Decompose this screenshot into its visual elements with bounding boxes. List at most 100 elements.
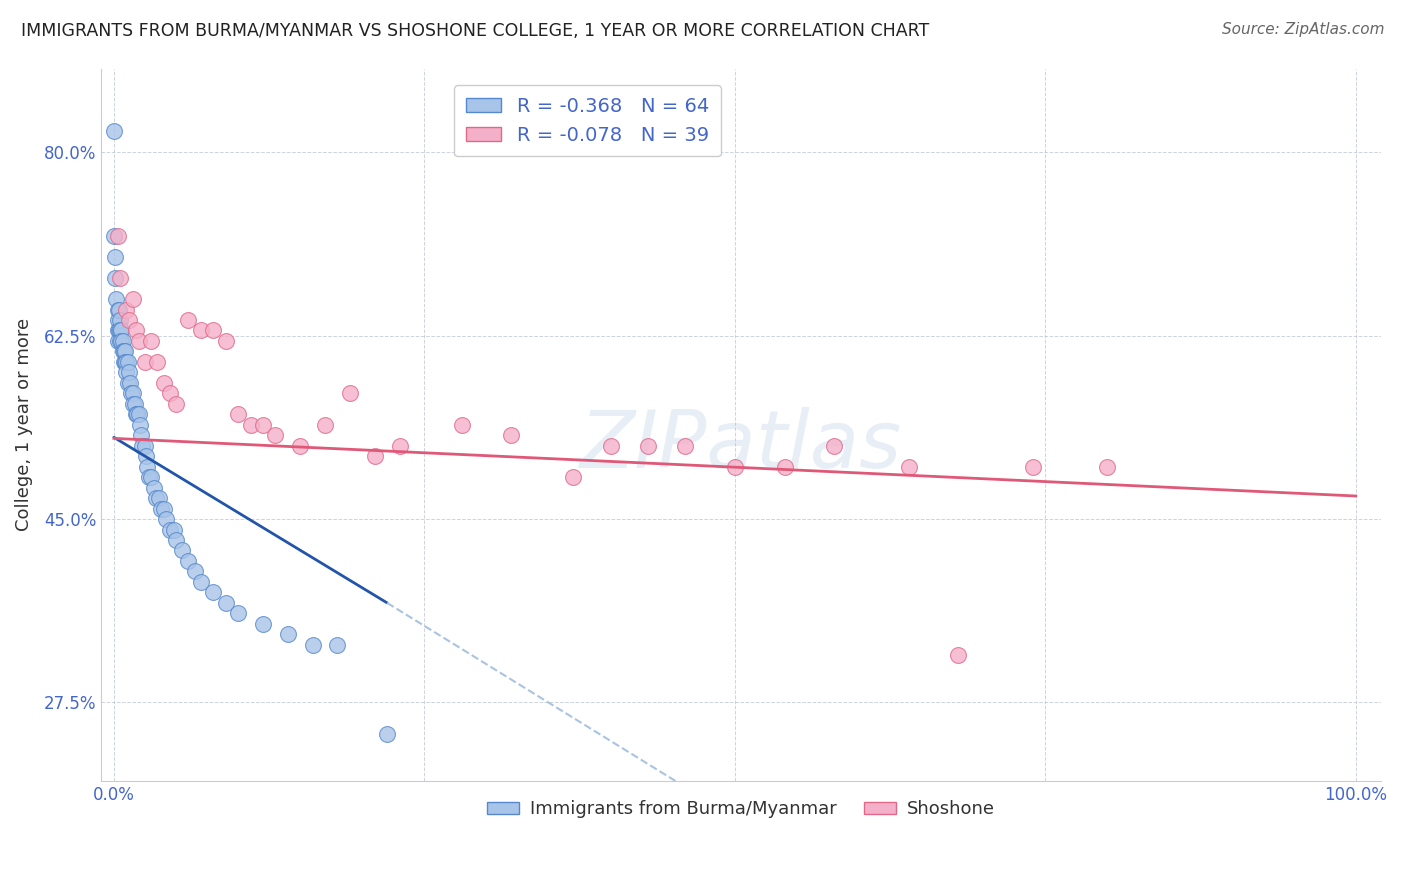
Point (673, 439, 696, 453)
Point (104, 271, 127, 285)
Point (226, 407, 249, 421)
Point (121, 397, 143, 411)
Point (1097, 459, 1119, 474)
Point (215, 334, 238, 348)
Point (226, 607, 249, 621)
Point (115, 355, 138, 369)
Point (637, 439, 659, 453)
Point (118, 313, 141, 327)
Point (107, 313, 129, 327)
Point (897, 459, 920, 474)
Point (114, 355, 136, 369)
Point (375, 727, 398, 741)
Point (134, 439, 156, 453)
Point (141, 334, 163, 348)
Point (112, 344, 135, 359)
Point (162, 523, 184, 537)
Point (202, 323, 225, 337)
Point (239, 417, 262, 432)
Point (129, 428, 152, 442)
Point (127, 407, 149, 421)
Point (190, 323, 212, 337)
Legend: Immigrants from Burma/Myanmar, Shoshone: Immigrants from Burma/Myanmar, Shoshone (479, 793, 1002, 825)
Y-axis label: College, 1 year or more: College, 1 year or more (15, 318, 32, 532)
Point (142, 481, 165, 495)
Point (108, 313, 131, 327)
Point (107, 229, 129, 244)
Point (159, 523, 181, 537)
Point (501, 428, 523, 442)
Point (104, 250, 127, 264)
Point (599, 439, 621, 453)
Point (155, 512, 177, 526)
Point (252, 616, 274, 631)
Point (103, 124, 125, 138)
Point (773, 459, 796, 474)
Point (129, 417, 152, 432)
Point (134, 355, 156, 369)
Point (165, 533, 187, 547)
Point (150, 501, 173, 516)
Text: ZIPatlas: ZIPatlas (581, 407, 903, 485)
Point (183, 565, 205, 579)
Point (138, 470, 160, 484)
Point (112, 355, 135, 369)
Point (117, 376, 139, 390)
Point (107, 302, 129, 317)
Point (118, 376, 141, 390)
Point (148, 491, 170, 505)
Point (118, 365, 141, 379)
Point (152, 501, 174, 516)
Point (145, 491, 167, 505)
Point (110, 334, 132, 348)
Point (159, 386, 181, 401)
Point (141, 470, 163, 484)
Point (117, 355, 139, 369)
Point (136, 459, 159, 474)
Point (108, 302, 131, 317)
Point (124, 397, 146, 411)
Point (108, 323, 131, 337)
Point (105, 292, 128, 306)
Point (314, 417, 336, 432)
Point (120, 386, 142, 401)
Point (125, 323, 148, 337)
Point (724, 459, 747, 474)
Point (165, 397, 187, 411)
Point (107, 323, 129, 337)
Point (108, 334, 131, 348)
Point (114, 344, 136, 359)
Point (301, 638, 323, 652)
Point (363, 449, 385, 463)
Point (146, 355, 169, 369)
Point (121, 386, 143, 401)
Point (125, 407, 148, 421)
Text: Source: ZipAtlas.com: Source: ZipAtlas.com (1222, 22, 1385, 37)
Point (108, 323, 131, 337)
Point (190, 574, 212, 589)
Point (202, 585, 225, 599)
Point (177, 554, 200, 568)
Point (111, 334, 134, 348)
Point (948, 648, 970, 663)
Point (288, 439, 311, 453)
Point (152, 376, 174, 390)
Point (562, 470, 585, 484)
Point (388, 439, 411, 453)
Point (135, 449, 157, 463)
Point (252, 417, 274, 432)
Text: IMMIGRANTS FROM BURMA/MYANMAR VS SHOSHONE COLLEGE, 1 YEAR OR MORE CORRELATION CH: IMMIGRANTS FROM BURMA/MYANMAR VS SHOSHON… (21, 22, 929, 40)
Point (107, 334, 129, 348)
Point (115, 302, 138, 317)
Point (121, 292, 143, 306)
Point (823, 439, 845, 453)
Point (111, 344, 134, 359)
Point (339, 386, 361, 401)
Point (177, 313, 200, 327)
Point (264, 428, 287, 442)
Point (128, 407, 150, 421)
Point (215, 596, 238, 610)
Point (110, 323, 132, 337)
Point (115, 365, 138, 379)
Point (131, 439, 153, 453)
